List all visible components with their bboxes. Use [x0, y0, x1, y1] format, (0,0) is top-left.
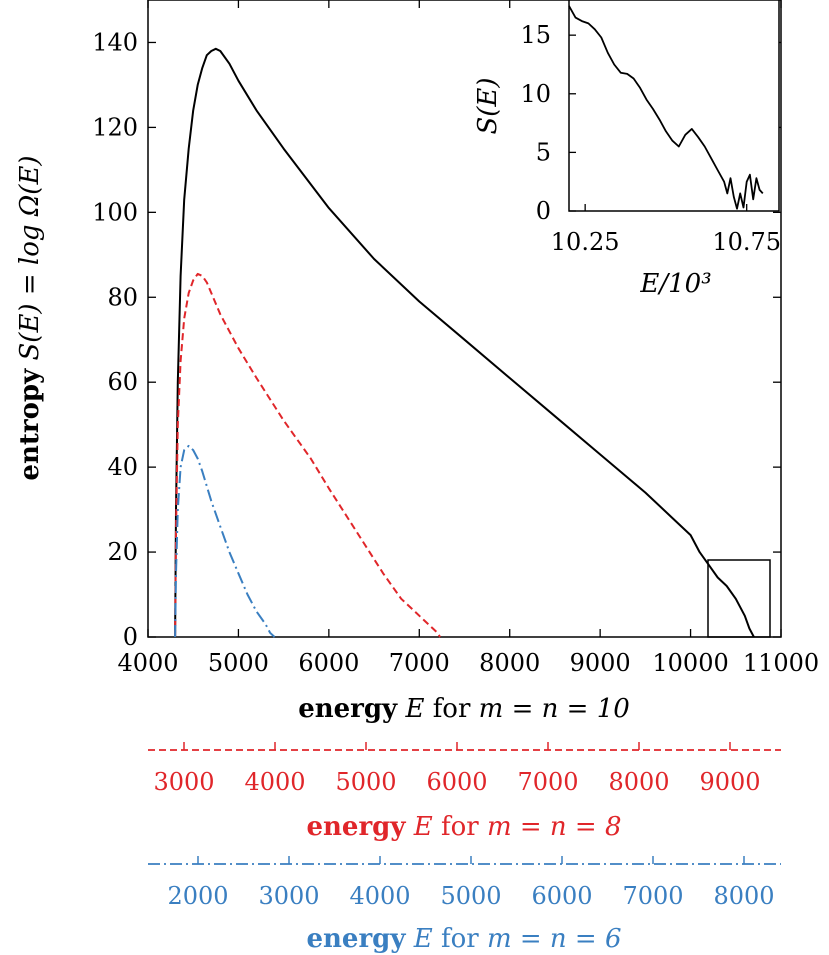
axis-m6-label-e: E	[413, 924, 433, 954]
inset-series-group	[568, 5, 764, 210]
main-y-tick-label: 0	[123, 623, 138, 651]
main-x-tick-label: 6000	[298, 649, 359, 677]
axis-m8-tick-label: 8000	[608, 768, 669, 796]
axis-m8-label: energy E for m = n = 8	[306, 812, 621, 842]
axis-m6-tick-label: 3000	[258, 882, 319, 910]
axis-m6-tick-label: 4000	[349, 882, 410, 910]
axis-m8-tick-label: 3000	[153, 768, 214, 796]
main-y-tick-label: 120	[92, 113, 138, 141]
axis-m8-ticks: 3000 4000 5000 6000 7000 8000 9000	[153, 742, 761, 796]
axis-m6-tick-label: 6000	[531, 882, 592, 910]
main-y-tick-label: 140	[92, 28, 138, 56]
main-x-tick-label: 8000	[479, 649, 540, 677]
main-x-tick-label: 7000	[389, 649, 450, 677]
axis-m8-tick-label: 9000	[699, 768, 760, 796]
main-x-label-bold: energy	[298, 694, 398, 724]
main-series-group	[174, 47, 755, 638]
inset-x-axis-label: E/10³	[639, 269, 711, 299]
axis-m8-tick-label: 5000	[335, 768, 396, 796]
series-line-m8	[174, 272, 441, 638]
inset-x-tick-label: 10.25	[551, 228, 620, 256]
main-x-label-mn: m = n = 10	[479, 694, 630, 724]
axis-m6-tick-label: 8000	[713, 882, 774, 910]
main-y-tick-label: 100	[92, 198, 138, 226]
main-x-tick-label: 4000	[117, 649, 178, 677]
main-x-tick-label: 10000	[652, 649, 728, 677]
axis-m6-ticks: 2000 3000 4000 5000 6000 7000 8000	[167, 856, 775, 910]
series-line-m6	[174, 444, 276, 638]
main-x-tick-label: 9000	[570, 649, 631, 677]
axis-m8-label-mid: for	[441, 812, 479, 842]
inset-y-tick-label: 10	[520, 80, 551, 108]
main-x-tick-label: 11000	[743, 649, 819, 677]
main-y-tick-label: 80	[107, 283, 138, 311]
inset-y-tick-label: 5	[536, 138, 551, 166]
main-y-tick-label: 20	[107, 538, 138, 566]
inset-ticks: 0 5 10 15 10.25 10.75	[520, 21, 781, 256]
main-y-label-bold: entropy	[15, 368, 45, 481]
axis-m6-tick-label: 2000	[167, 882, 228, 910]
axis-m6-label-bold: energy	[306, 924, 406, 954]
axis-m6-label-mn: m = n = 6	[487, 924, 622, 954]
axis-m8-tick-label: 4000	[244, 768, 305, 796]
main-y-tick-label: 60	[107, 368, 138, 396]
axis-m6-tick-label: 7000	[622, 882, 683, 910]
inset-plot-frame	[568, 0, 780, 212]
series-line-m10	[174, 47, 755, 638]
inset-y-axis-label: S(E)	[473, 77, 503, 134]
main-y-tick-label: 40	[107, 453, 138, 481]
axis-m8-label-bold: energy	[306, 812, 406, 842]
inset-x-tick-label: 10.75	[712, 228, 781, 256]
inset-y-tick-label: 15	[520, 21, 551, 49]
series-line-m10-tail	[568, 5, 764, 210]
inset-y-tick-label: 0	[536, 197, 551, 225]
axis-m8-label-mn: m = n = 8	[487, 812, 622, 842]
axis-m8-tick-label: 7000	[517, 768, 578, 796]
axis-m8-tick-label: 6000	[426, 768, 487, 796]
main-x-axis-label: energy E for m = n = 10	[298, 694, 630, 724]
zoom-box	[707, 559, 771, 638]
axis-m6-label-mid: for	[441, 924, 479, 954]
axis-m8-label-e: E	[413, 812, 433, 842]
main-x-ticks: 4000 5000 6000 7000 8000 9000 10000 11000	[117, 0, 819, 677]
axis-m6-tick-label: 5000	[440, 882, 501, 910]
main-plot-frame	[147, 0, 782, 638]
main-x-label-e: E	[404, 694, 424, 724]
axis-m6-label: energy E for m = n = 6	[306, 924, 621, 954]
main-y-axis-label: entropy S(E) = log Ω(E)	[15, 155, 45, 480]
main-x-tick-label: 5000	[208, 649, 269, 677]
main-x-label-mid: for	[433, 694, 471, 724]
main-y-label-math: S(E) = log Ω(E)	[15, 155, 45, 360]
